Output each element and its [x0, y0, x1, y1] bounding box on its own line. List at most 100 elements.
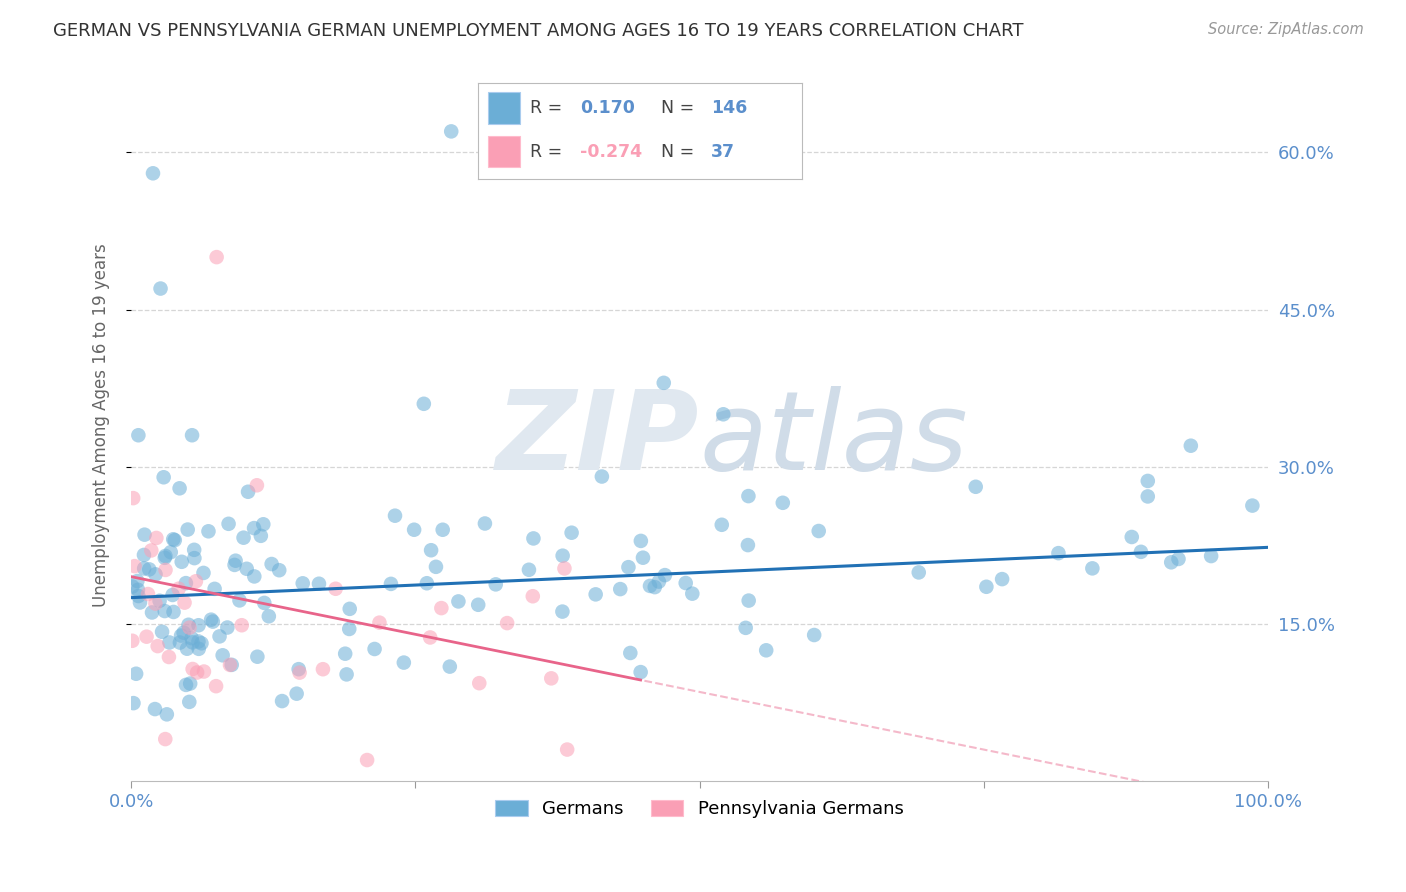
Point: [186, 665, 208, 680]
Point: [127, 428, 149, 442]
Point: [250, 529, 273, 543]
Point: [187, 618, 209, 632]
Point: [1081, 561, 1104, 575]
Point: [217, 620, 239, 634]
Point: [710, 517, 733, 532]
Point: [585, 587, 607, 601]
Point: [420, 543, 443, 558]
Point: [325, 582, 347, 596]
Point: [170, 629, 193, 643]
Point: [368, 615, 391, 630]
Point: [174, 678, 197, 692]
Point: [412, 397, 434, 411]
Point: [197, 524, 219, 539]
Point: [180, 631, 202, 645]
Point: [177, 617, 200, 632]
Point: [211, 648, 233, 663]
Point: [551, 605, 574, 619]
Point: [121, 580, 143, 594]
Point: [141, 606, 163, 620]
Point: [654, 568, 676, 582]
Point: [772, 496, 794, 510]
Point: [169, 635, 191, 649]
Point: [145, 597, 167, 611]
Point: [224, 558, 246, 572]
Point: [336, 667, 359, 681]
Point: [201, 615, 224, 629]
Point: [155, 732, 177, 747]
Point: [124, 559, 146, 574]
Point: [468, 676, 491, 690]
Point: [807, 524, 830, 538]
Point: [737, 593, 759, 607]
Point: [551, 549, 574, 563]
Point: [416, 576, 439, 591]
Point: [1241, 499, 1264, 513]
Point: [162, 533, 184, 547]
Point: [287, 662, 309, 676]
Point: [517, 563, 540, 577]
Point: [231, 618, 253, 632]
Point: [121, 633, 143, 648]
Point: [149, 281, 172, 295]
Point: [652, 376, 675, 390]
Point: [122, 696, 145, 710]
Point: [681, 587, 703, 601]
Point: [430, 601, 453, 615]
Point: [169, 481, 191, 495]
Point: [392, 656, 415, 670]
Point: [803, 628, 825, 642]
Point: [561, 525, 583, 540]
Point: [138, 562, 160, 576]
Point: [257, 609, 280, 624]
Legend: Germans, Pennsylvania Germans: Germans, Pennsylvania Germans: [488, 793, 911, 825]
Point: [183, 542, 205, 557]
Point: [260, 557, 283, 571]
Point: [155, 563, 177, 577]
Point: [246, 649, 269, 664]
Point: [219, 657, 242, 672]
Point: [522, 532, 544, 546]
Point: [467, 598, 489, 612]
Point: [183, 551, 205, 566]
Point: [142, 166, 165, 180]
Point: [1129, 545, 1152, 559]
Point: [177, 523, 200, 537]
Point: [630, 665, 652, 679]
Point: [136, 587, 159, 601]
Point: [337, 622, 360, 636]
Point: [179, 621, 201, 635]
Point: [228, 593, 250, 607]
Point: [555, 742, 578, 756]
Point: [153, 604, 176, 618]
Y-axis label: Unemployment Among Ages 16 to 19 years: Unemployment Among Ages 16 to 19 years: [93, 243, 110, 607]
Point: [675, 576, 697, 591]
Point: [965, 480, 987, 494]
Point: [193, 665, 215, 679]
Point: [907, 566, 929, 580]
Point: [496, 616, 519, 631]
Point: [243, 521, 266, 535]
Point: [1136, 490, 1159, 504]
Point: [285, 687, 308, 701]
Point: [734, 621, 756, 635]
Point: [1160, 555, 1182, 569]
Point: [176, 641, 198, 656]
Point: [439, 659, 461, 673]
Point: [312, 662, 335, 676]
Point: [170, 555, 193, 569]
Point: [145, 567, 167, 582]
Point: [553, 561, 575, 575]
Point: [181, 662, 204, 676]
Point: [159, 545, 181, 559]
Point: [129, 595, 152, 609]
Point: [208, 629, 231, 643]
Point: [356, 753, 378, 767]
Point: [976, 580, 998, 594]
Point: [145, 531, 167, 545]
Point: [308, 576, 330, 591]
Point: [1199, 549, 1222, 563]
Point: [591, 469, 613, 483]
Point: [737, 538, 759, 552]
Point: [540, 671, 562, 685]
